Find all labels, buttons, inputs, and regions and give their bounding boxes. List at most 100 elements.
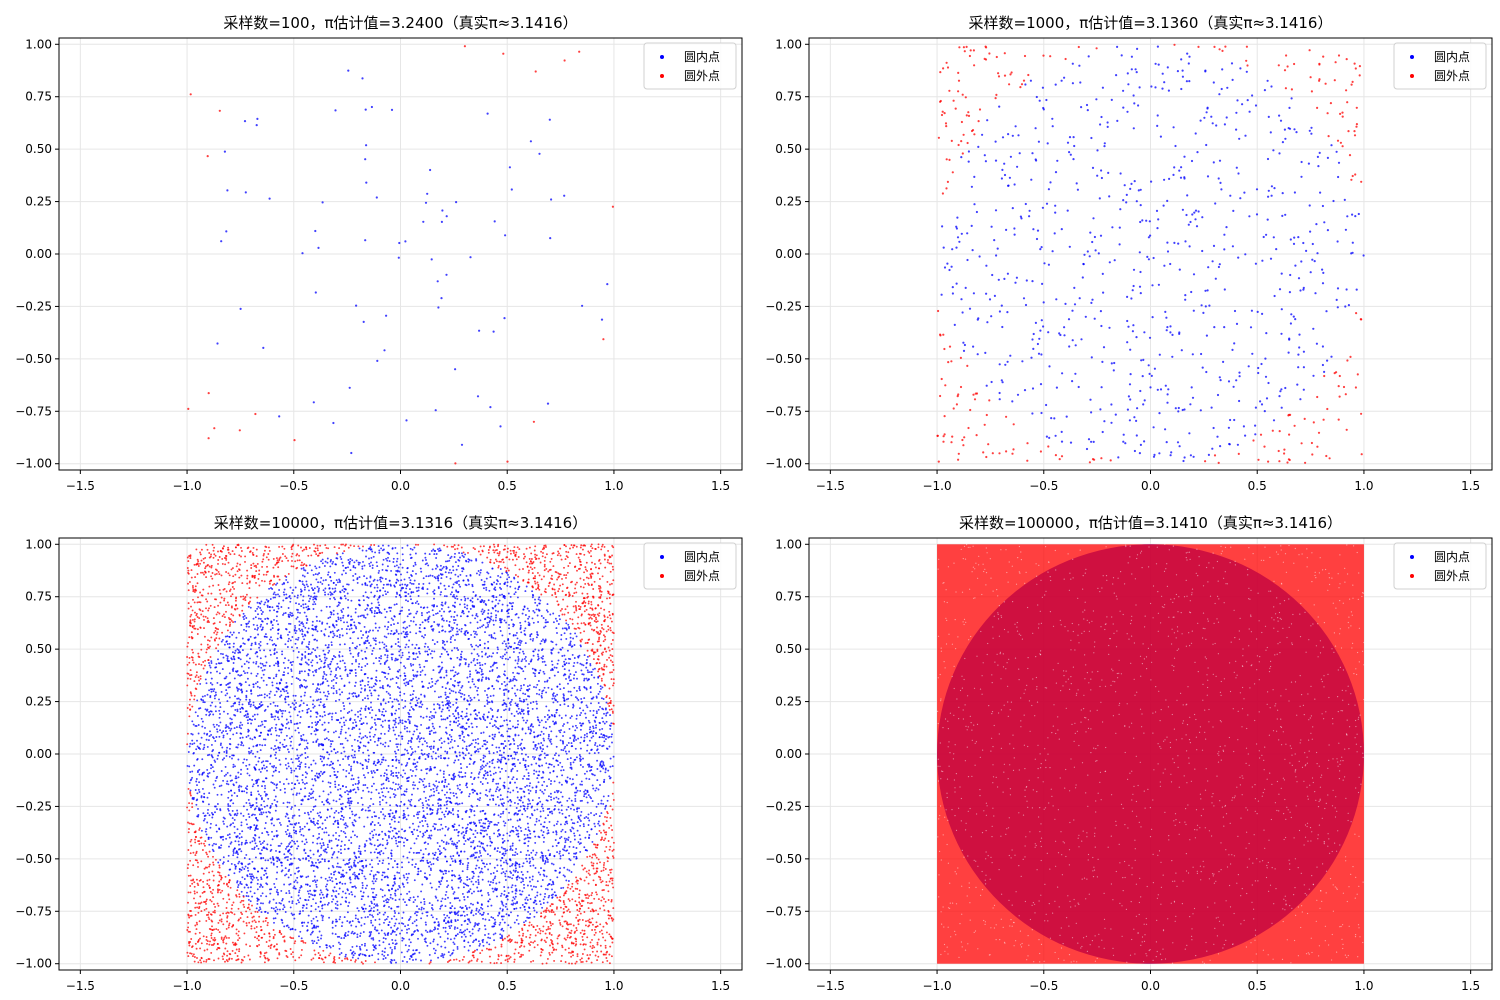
inside-point [1137, 189, 1140, 192]
inside-point [410, 737, 413, 739]
inside-point [245, 801, 248, 804]
inside-point [1213, 326, 1216, 329]
inside-point [519, 644, 521, 647]
inside-point [438, 631, 441, 634]
inside-point [509, 791, 512, 794]
inside-point [387, 764, 390, 767]
inside-point [242, 814, 245, 817]
inside-point [1278, 395, 1281, 398]
inside-point [344, 805, 347, 808]
inside-point [476, 615, 479, 618]
inside-point [523, 629, 526, 632]
inside-point [389, 740, 392, 742]
inside-point [396, 871, 399, 874]
inside-point [529, 789, 532, 792]
inside-point [398, 898, 401, 901]
inside-point [344, 791, 347, 794]
inside-point [1317, 165, 1320, 168]
outside-point [1341, 115, 1344, 118]
inside-point [1011, 134, 1014, 137]
inside-point [609, 765, 612, 768]
inside-point [262, 760, 265, 763]
chart-title: 采样数=1000，π估计值=3.1360（真实π≈3.1416） [969, 14, 1333, 32]
inside-point [291, 816, 294, 819]
inside-point [1288, 291, 1291, 294]
inside-point [1232, 209, 1235, 212]
inside-point [384, 918, 387, 921]
inside-point [273, 783, 276, 786]
inside-point [595, 726, 597, 729]
inside-point [519, 624, 522, 627]
inside-point [1239, 197, 1242, 200]
inside-point [977, 145, 980, 148]
inside-point [363, 944, 366, 947]
inside-point [487, 609, 490, 612]
inside-point [501, 857, 504, 859]
inside-point [450, 857, 453, 860]
inside-point [547, 814, 550, 817]
inside-point [511, 844, 514, 847]
inside-point [990, 225, 993, 228]
inside-point [227, 783, 230, 786]
inside-point [559, 739, 562, 742]
outside-point [975, 434, 978, 437]
inside-point [1267, 115, 1270, 118]
inside-point [287, 659, 290, 662]
inside-point [579, 820, 582, 822]
inside-point [268, 609, 271, 612]
inside-point [1204, 305, 1207, 308]
inside-point [433, 592, 436, 595]
inside-point [488, 943, 491, 946]
inside-point [324, 560, 327, 563]
inside-point [1173, 166, 1176, 169]
inside-point [951, 248, 954, 251]
inside-point [1064, 302, 1067, 305]
inside-point [352, 885, 355, 888]
inside-point [369, 804, 371, 807]
inside-point [531, 596, 534, 599]
inside-point [364, 776, 366, 779]
inside-point [1336, 287, 1340, 290]
inside-point [422, 582, 425, 585]
outside-point [1351, 80, 1354, 83]
inside-point [401, 719, 404, 722]
inside-point [256, 828, 259, 830]
inside-point [332, 636, 335, 639]
inside-point [1238, 137, 1241, 140]
inside-point [998, 363, 1001, 366]
inside-point [1127, 395, 1130, 398]
inside-point [412, 770, 414, 772]
inside-point [568, 662, 570, 665]
inside-point [1038, 337, 1041, 340]
inside-point [498, 881, 501, 884]
inside-point [487, 893, 490, 896]
outside-point [965, 45, 968, 49]
y-tick-label: 0.00 [775, 247, 802, 261]
inside-point [404, 837, 407, 840]
inside-point [478, 717, 481, 720]
inside-point [1298, 346, 1301, 349]
inside-point [397, 566, 400, 569]
inside-point [403, 727, 406, 730]
inside-point [296, 779, 299, 782]
inside-point [446, 937, 449, 940]
inside-point [1178, 445, 1181, 448]
outside-point [959, 356, 962, 359]
inside-point [537, 621, 540, 623]
inside-point [246, 785, 249, 788]
inside-point [297, 845, 300, 848]
outside-point [955, 403, 958, 406]
outside-point [1350, 83, 1353, 86]
outside-point [973, 398, 977, 401]
inside-point [1140, 359, 1143, 362]
inside-point [1351, 213, 1354, 216]
inside-point [298, 672, 301, 675]
inside-point [1261, 312, 1264, 315]
inside-point [481, 767, 484, 770]
inside-point [256, 117, 259, 120]
inside-point [1006, 311, 1009, 314]
inside-point [1079, 81, 1082, 84]
inside-point [398, 668, 401, 671]
inside-point [204, 726, 206, 729]
inside-point [456, 927, 459, 930]
